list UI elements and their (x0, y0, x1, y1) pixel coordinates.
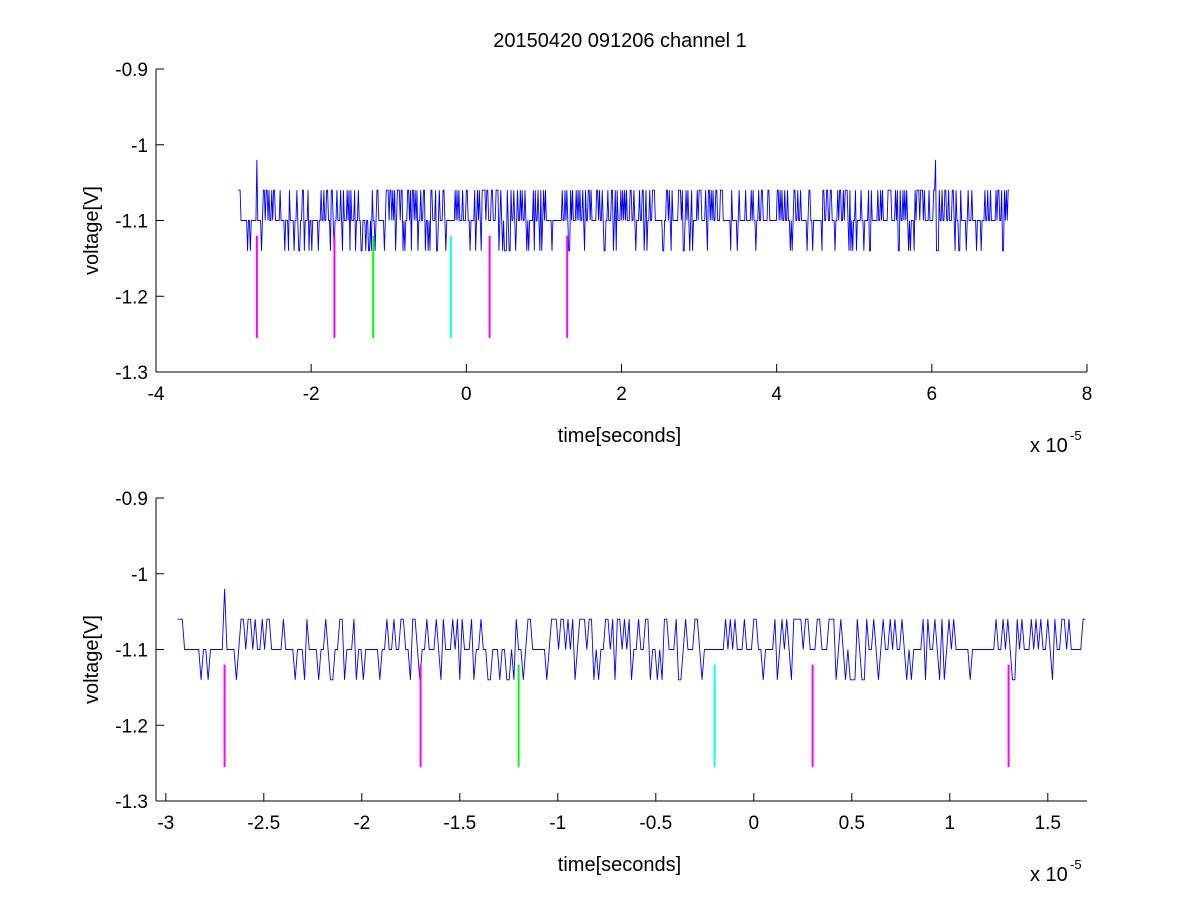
top-axes: -0.9 -1 -1.1 -1.2 -1.3-4 -2 0 2 4 6 8 time[seconds]… (81, 60, 1092, 457)
x-tick-label: 2 (616, 384, 627, 405)
x-tick-label: -2 (353, 813, 370, 834)
chart-title: 20150420 091206 channel 1 (493, 30, 747, 52)
x-tick-label: 8 (1082, 384, 1093, 405)
x-tick-label: 0 (461, 384, 472, 405)
x-tick-label: 1 (945, 813, 956, 834)
x-scale-factor: x 10 (1030, 864, 1068, 886)
y-tick-label: -1.3 (115, 363, 148, 384)
x-axis-label: time[seconds] (558, 854, 681, 876)
y-tick-label: -1.1 (115, 641, 148, 662)
y-tick-label: -1.1 (115, 212, 148, 233)
x-tick-label: -2 (303, 384, 320, 405)
y-tick-label: -1 (131, 136, 148, 157)
bottom-axes: -0.9 -1 -1.1 -1.2 -1.3 -3 -2.5 -2 -1.5 -1 -0.5 0 0.5… (81, 489, 1087, 886)
y-tick-label: -0.9 (115, 489, 148, 510)
signal-trace (177, 588, 1086, 681)
y-tick-label: -1.2 (115, 287, 148, 308)
x-tick-label: 0.5 (839, 813, 865, 834)
x-scale-factor: x 10 (1030, 435, 1068, 457)
x-tick-label: -3 (157, 813, 174, 834)
x-tick-label: 0 (749, 813, 760, 834)
x-axis-label: time[seconds] (558, 425, 681, 447)
y-tick-label: -1.2 (115, 716, 148, 737)
x-tick-label: -1 (549, 813, 566, 834)
x-tick-label: 4 (771, 384, 782, 405)
x-scale-exponent: -5 (1070, 857, 1082, 872)
x-tick-label: -1.5 (443, 813, 476, 834)
y-axis-label: voltage[V] (81, 186, 103, 275)
y-tick-label: -1 (131, 565, 148, 586)
y-axis-label: voltage[V] (81, 615, 103, 704)
y-tick-label: -0.9 (115, 60, 148, 81)
x-scale-exponent: -5 (1070, 428, 1082, 443)
x-tick-label: 6 (927, 384, 938, 405)
x-tick-label: -4 (148, 384, 165, 405)
x-tick-label: -0.5 (639, 813, 672, 834)
x-tick-label: 1.5 (1035, 813, 1061, 834)
signal-trace (238, 159, 1010, 252)
y-tick-label: -1.3 (115, 792, 148, 813)
x-tick-label: -2.5 (247, 813, 280, 834)
